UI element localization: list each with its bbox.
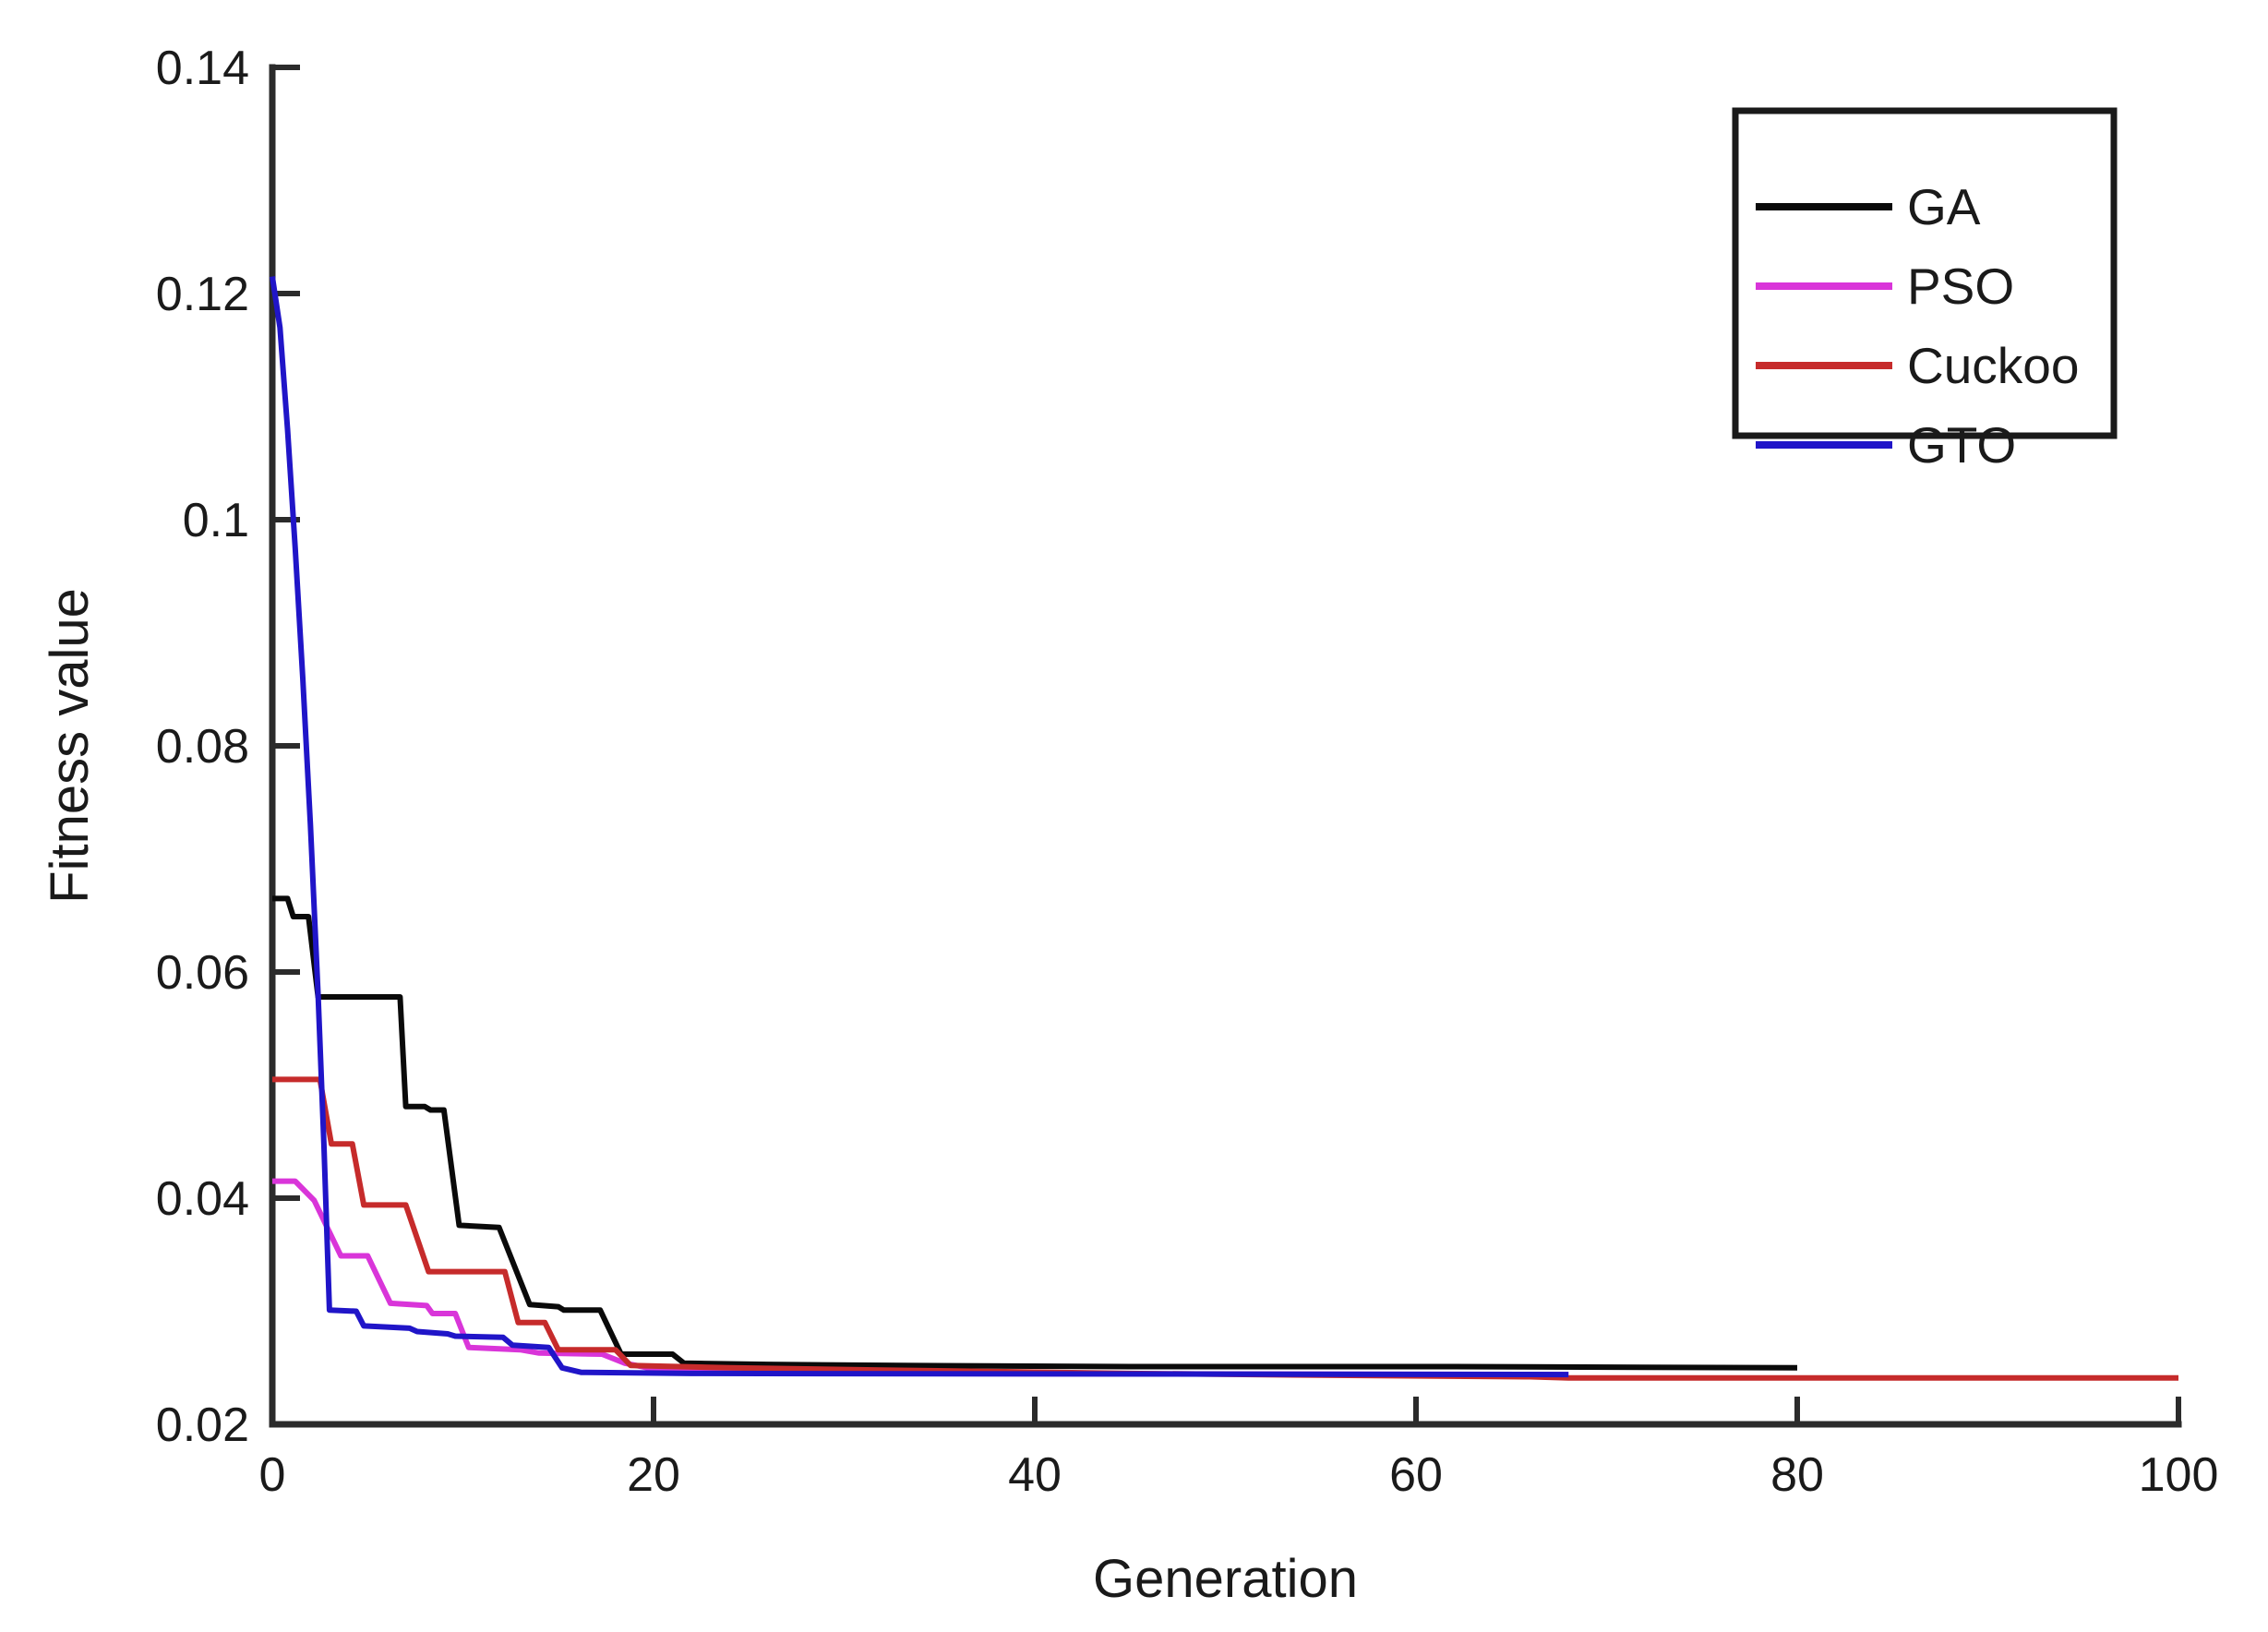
- y-tick-label: 0.12: [156, 268, 249, 321]
- x-tick-label: 0: [259, 1448, 286, 1502]
- x-axis-title: Generation: [1093, 1549, 1358, 1609]
- y-tick-label: 0.1: [183, 494, 249, 547]
- series-line-gto: [270, 276, 1569, 1378]
- y-tick-label: 0.14: [156, 42, 249, 95]
- legend-label-cuckoo: Cuckoo: [1907, 337, 2079, 394]
- legend-label-gto: GTO: [1907, 416, 2016, 474]
- y-tick-label: 0.02: [156, 1398, 249, 1452]
- legend-box: [1732, 107, 2118, 439]
- legend-label-ga: GA: [1907, 178, 1981, 235]
- x-tick-label: 80: [1770, 1448, 1824, 1502]
- x-tick-label: 40: [1008, 1448, 1062, 1502]
- legend-label-pso: PSO: [1907, 258, 2014, 315]
- y-tick-label: 0.04: [156, 1172, 249, 1226]
- y-tick-label: 0.08: [156, 720, 249, 774]
- x-tick-label: 100: [2139, 1448, 2219, 1502]
- y-axis-title: Fitness value: [40, 588, 100, 904]
- x-tick-label: 60: [1389, 1448, 1443, 1502]
- x-tick-label: 20: [627, 1448, 680, 1502]
- y-tick-label: 0.06: [156, 946, 249, 1000]
